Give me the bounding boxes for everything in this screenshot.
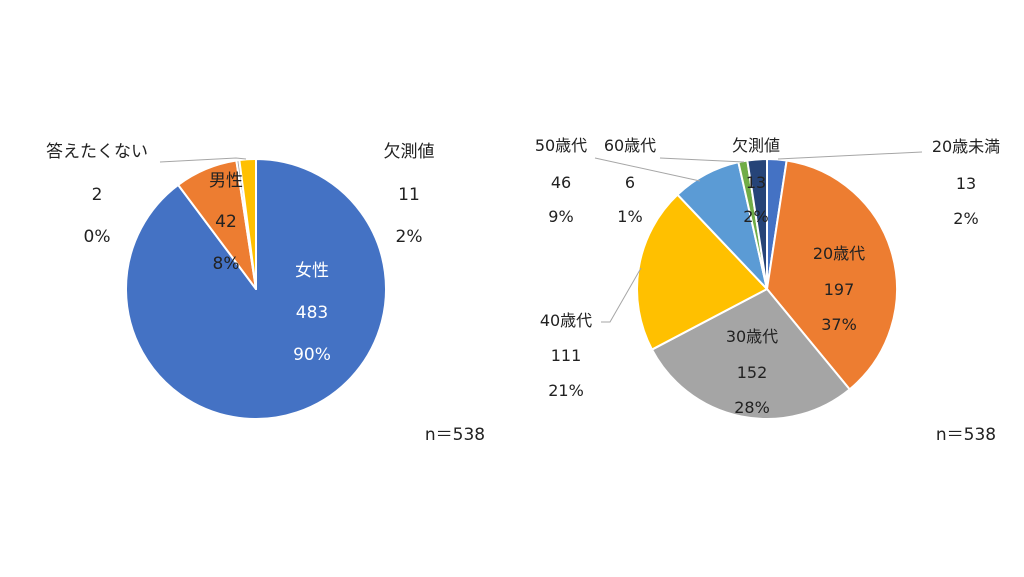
- label-under20-name: 20歳未満: [932, 137, 1000, 156]
- gender-slice-0: [125, 158, 387, 420]
- label-female-name: 女性: [295, 261, 329, 281]
- label-40s-percent: 21%: [548, 381, 584, 400]
- label-no-answer-count: 2: [92, 185, 103, 205]
- label-no-answer-name: 答えたくない: [46, 142, 148, 162]
- label-30s-name: 30歳代: [726, 327, 778, 346]
- label-30s-percent: 28%: [734, 398, 770, 417]
- leader-line-60s: [659, 157, 745, 163]
- label-missing-name: 欠測値: [384, 142, 435, 162]
- gender-pie-chart: 女性 483 90% 男性 42 8% 答えたくない 2 0% 欠測値 11 2…: [46, 142, 485, 445]
- label-60s-count: 6: [625, 173, 635, 192]
- label-50s-percent: 9%: [548, 207, 573, 226]
- label-male-count: 42: [215, 212, 237, 232]
- sample-size-label: n＝538: [425, 425, 485, 445]
- label-age-missing-name: 欠測値: [732, 136, 780, 155]
- label-age-missing-percent: 2%: [743, 207, 768, 226]
- gender-slice-3: [238, 158, 257, 290]
- leader-line-under20: [777, 151, 923, 160]
- label-40s-count: 111: [551, 346, 582, 365]
- label-60s-name: 60歳代: [604, 136, 656, 155]
- label-20s-count: 197: [824, 280, 855, 299]
- label-20s-name: 20歳代: [813, 244, 865, 263]
- leader-line-no-answer: [159, 157, 247, 163]
- label-age-missing-count: 13: [746, 173, 766, 192]
- label-60s-percent: 1%: [617, 207, 642, 226]
- label-missing-count: 11: [398, 185, 420, 205]
- label-20s-percent: 37%: [821, 315, 857, 334]
- age-slice-2: [650, 288, 851, 420]
- gender-pie-slices: [125, 158, 387, 420]
- label-male-name: 男性: [209, 171, 243, 191]
- label-female-count: 483: [296, 303, 328, 323]
- label-no-answer-percent: 0%: [84, 227, 111, 247]
- age-pie-slices: [636, 158, 898, 420]
- label-50s-name: 50歳代: [535, 136, 587, 155]
- label-male-percent: 8%: [213, 254, 240, 274]
- label-40s-name: 40歳代: [540, 311, 592, 330]
- sample-size-label: n＝538: [936, 425, 996, 445]
- age-pie-chart: 20歳未満 13 2% 20歳代 197 37% 30歳代 152 28% 40…: [535, 136, 1000, 445]
- label-30s-count: 152: [737, 363, 768, 382]
- leader-line-50s: [594, 157, 701, 182]
- label-missing-percent: 2%: [396, 227, 423, 247]
- age-slice-6: [746, 158, 768, 290]
- label-under20-count: 13: [956, 174, 976, 193]
- label-50s-count: 46: [551, 173, 571, 192]
- leader-line-40s: [601, 267, 642, 323]
- age-slice-3: [636, 193, 768, 351]
- age-slice-1: [766, 159, 898, 391]
- label-female-percent: 90%: [293, 345, 331, 365]
- label-under20-percent: 2%: [953, 209, 978, 228]
